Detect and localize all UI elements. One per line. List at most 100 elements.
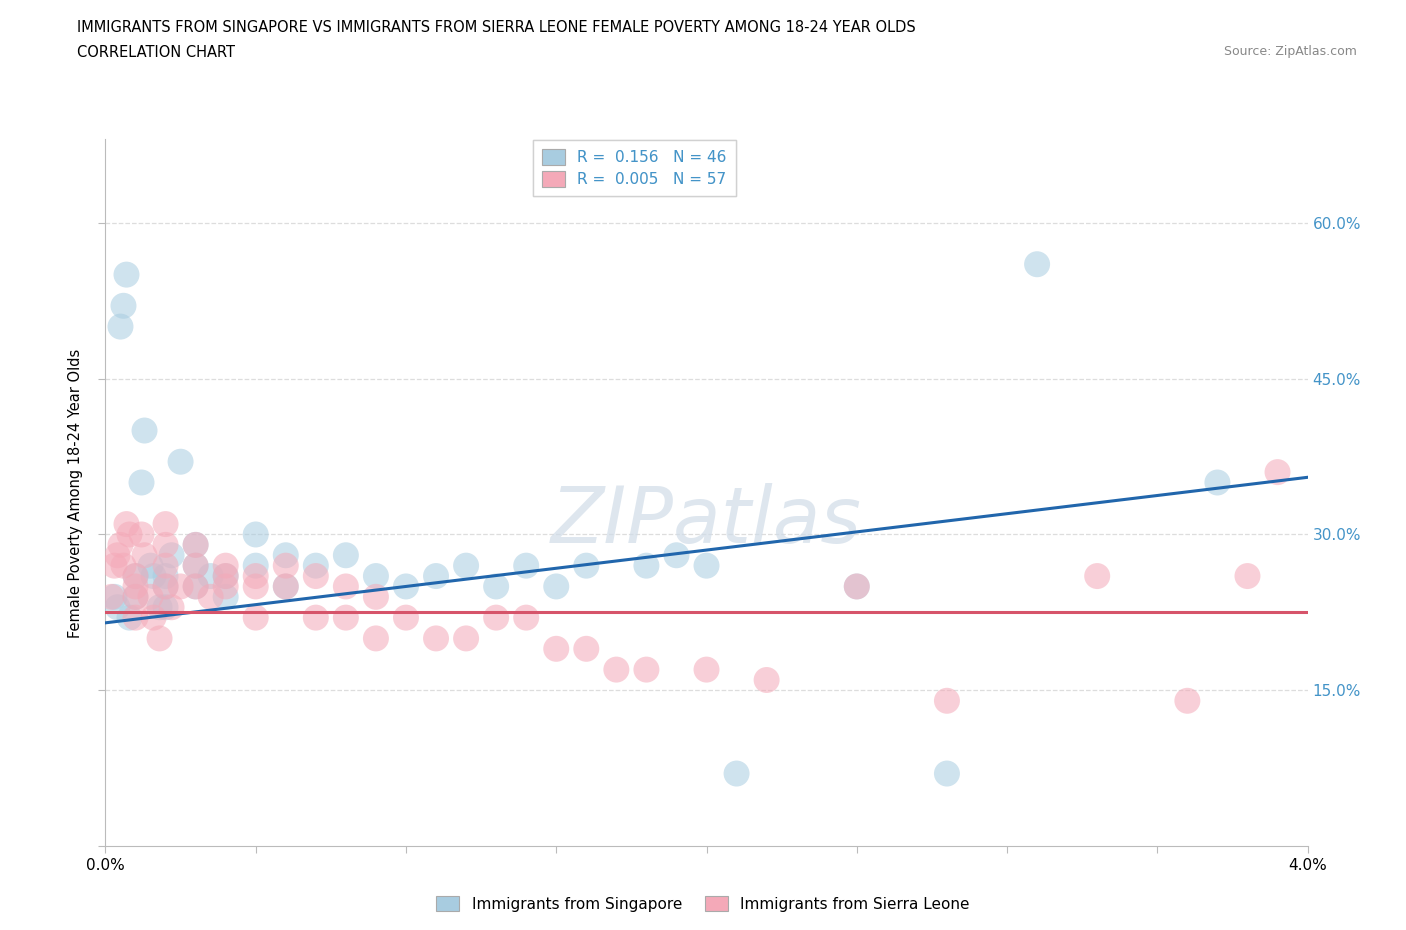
Point bbox=[124, 568, 146, 583]
Point bbox=[124, 590, 146, 604]
Point bbox=[214, 568, 236, 583]
Point bbox=[335, 610, 357, 625]
Point bbox=[160, 548, 183, 563]
Point bbox=[103, 558, 125, 573]
Point bbox=[335, 579, 357, 594]
Point bbox=[364, 631, 387, 645]
Point bbox=[696, 558, 718, 573]
Point bbox=[115, 517, 138, 532]
Y-axis label: Female Poverty Among 18-24 Year Olds: Female Poverty Among 18-24 Year Olds bbox=[67, 348, 83, 638]
Point bbox=[184, 558, 207, 573]
Point bbox=[124, 568, 146, 583]
Point bbox=[755, 672, 778, 687]
Point bbox=[515, 610, 537, 625]
Point bbox=[139, 558, 162, 573]
Point bbox=[118, 610, 141, 625]
Point bbox=[155, 600, 177, 615]
Point bbox=[142, 610, 165, 625]
Text: ZIPatlas: ZIPatlas bbox=[551, 484, 862, 559]
Point bbox=[200, 590, 222, 604]
Point bbox=[245, 568, 267, 583]
Point bbox=[214, 558, 236, 573]
Point bbox=[155, 579, 177, 594]
Text: CORRELATION CHART: CORRELATION CHART bbox=[77, 45, 235, 60]
Point bbox=[335, 548, 357, 563]
Point bbox=[605, 662, 627, 677]
Point bbox=[184, 558, 207, 573]
Point bbox=[245, 610, 267, 625]
Point bbox=[425, 568, 447, 583]
Point bbox=[124, 610, 146, 625]
Point bbox=[395, 610, 418, 625]
Point bbox=[100, 590, 122, 604]
Point bbox=[200, 568, 222, 583]
Point bbox=[184, 579, 207, 594]
Point bbox=[245, 558, 267, 573]
Point bbox=[845, 579, 868, 594]
Point bbox=[485, 579, 508, 594]
Point bbox=[274, 558, 297, 573]
Point bbox=[546, 642, 568, 657]
Point bbox=[1206, 475, 1229, 490]
Point bbox=[155, 538, 177, 552]
Point bbox=[155, 558, 177, 573]
Point bbox=[115, 267, 138, 282]
Point bbox=[454, 558, 477, 573]
Point bbox=[1026, 257, 1049, 272]
Point bbox=[169, 579, 191, 594]
Point bbox=[725, 766, 748, 781]
Point bbox=[160, 600, 183, 615]
Point bbox=[665, 548, 688, 563]
Point bbox=[1236, 568, 1258, 583]
Point bbox=[124, 579, 146, 594]
Point bbox=[148, 600, 170, 615]
Point bbox=[118, 527, 141, 542]
Point bbox=[636, 558, 658, 573]
Point bbox=[155, 579, 177, 594]
Point bbox=[112, 558, 135, 573]
Point bbox=[305, 558, 328, 573]
Point bbox=[214, 579, 236, 594]
Point bbox=[696, 662, 718, 677]
Point bbox=[131, 527, 153, 542]
Point bbox=[134, 423, 156, 438]
Legend: R =  0.156   N = 46, R =  0.005   N = 57: R = 0.156 N = 46, R = 0.005 N = 57 bbox=[533, 140, 735, 196]
Point bbox=[1175, 694, 1198, 709]
Point bbox=[305, 610, 328, 625]
Point bbox=[575, 642, 598, 657]
Point bbox=[131, 475, 153, 490]
Point bbox=[845, 579, 868, 594]
Point bbox=[103, 590, 125, 604]
Point bbox=[155, 568, 177, 583]
Point bbox=[142, 568, 165, 583]
Point bbox=[107, 548, 129, 563]
Point bbox=[425, 631, 447, 645]
Point bbox=[139, 590, 162, 604]
Point bbox=[112, 299, 135, 313]
Point bbox=[515, 558, 537, 573]
Point bbox=[124, 590, 146, 604]
Point bbox=[184, 538, 207, 552]
Point bbox=[148, 631, 170, 645]
Point bbox=[395, 579, 418, 594]
Point bbox=[245, 527, 267, 542]
Point bbox=[1085, 568, 1108, 583]
Point bbox=[214, 590, 236, 604]
Point bbox=[155, 517, 177, 532]
Point bbox=[107, 600, 129, 615]
Point bbox=[305, 568, 328, 583]
Point bbox=[1267, 465, 1289, 480]
Point bbox=[134, 548, 156, 563]
Point bbox=[110, 538, 132, 552]
Point bbox=[364, 568, 387, 583]
Point bbox=[546, 579, 568, 594]
Point bbox=[184, 538, 207, 552]
Point bbox=[364, 590, 387, 604]
Point bbox=[274, 579, 297, 594]
Point bbox=[485, 610, 508, 625]
Point bbox=[214, 568, 236, 583]
Point bbox=[454, 631, 477, 645]
Point bbox=[169, 454, 191, 469]
Point bbox=[110, 319, 132, 334]
Point bbox=[245, 579, 267, 594]
